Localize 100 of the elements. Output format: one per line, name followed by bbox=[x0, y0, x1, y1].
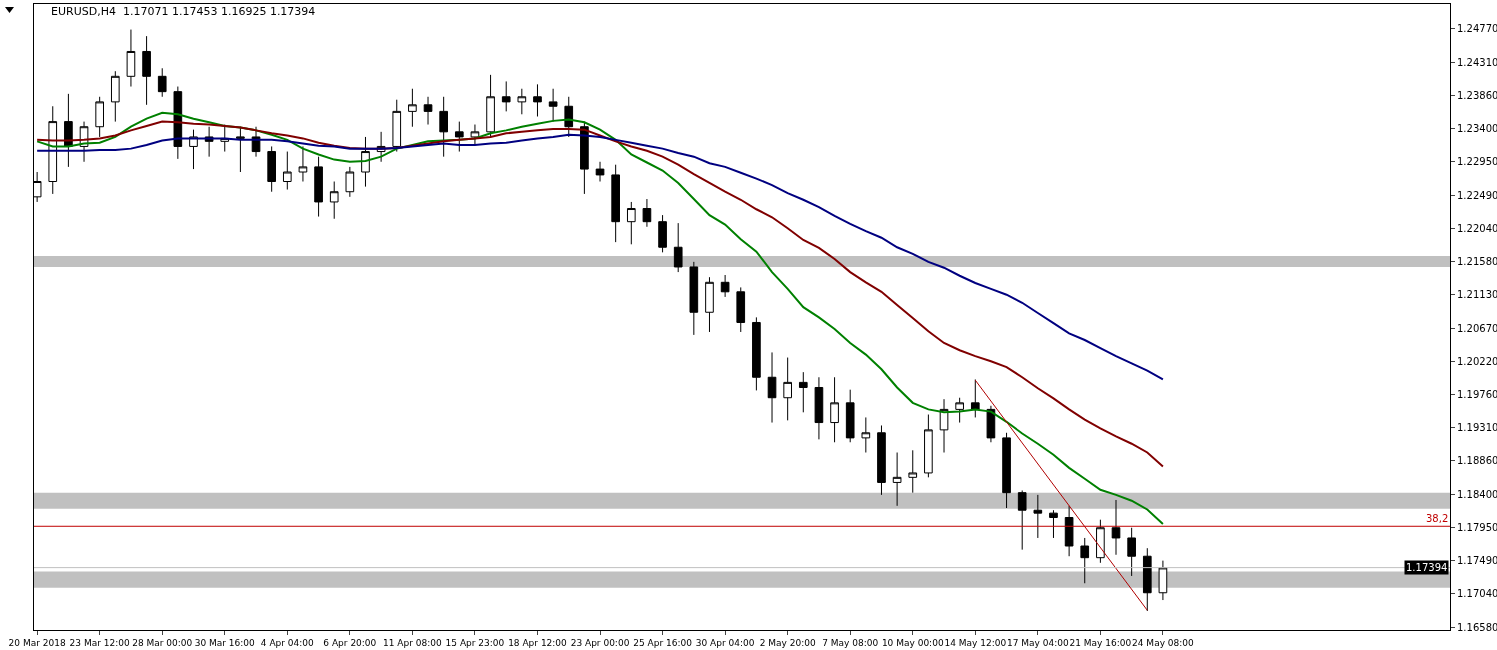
candlestick bbox=[689, 261, 699, 336]
x-tick-label: 17 May 04:00 bbox=[1006, 637, 1069, 648]
candlestick bbox=[564, 96, 574, 138]
candlestick bbox=[157, 67, 167, 98]
candlestick bbox=[48, 105, 58, 195]
candlestick bbox=[267, 145, 276, 193]
candlestick bbox=[752, 316, 761, 391]
candlestick bbox=[470, 124, 480, 146]
x-tick-label: 4 Apr 04:00 bbox=[260, 637, 315, 648]
chart-title: EURUSD,H4 1.17071 1.17453 1.16925 1.17394 bbox=[51, 4, 316, 18]
x-tick-label: 30 Mar 16:00 bbox=[194, 637, 256, 648]
x-tick-label: 28 Mar 00:00 bbox=[132, 637, 193, 648]
x-tick-label: 20 Mar 2018 bbox=[8, 637, 66, 648]
candlestick bbox=[924, 414, 933, 478]
candlestick bbox=[611, 164, 620, 243]
y-tick-label: 1.18400 bbox=[1457, 488, 1497, 500]
x-tick-label: 6 Apr 20:00 bbox=[323, 637, 377, 648]
candlestick bbox=[501, 80, 511, 112]
candlestick bbox=[1158, 560, 1168, 601]
candlestick bbox=[236, 126, 245, 173]
x-tick-label: 23 Apr 00:00 bbox=[570, 637, 630, 648]
x-tick-label: 25 Apr 16:00 bbox=[633, 637, 693, 648]
y-tick-label: 1.24770 bbox=[1457, 23, 1497, 35]
candlestick bbox=[986, 405, 996, 443]
candlestick bbox=[955, 397, 964, 424]
x-tick-label: 18 Apr 12:00 bbox=[508, 637, 568, 648]
y-tick-label: 1.21580 bbox=[1457, 256, 1497, 268]
x-tick-label: 24 May 08:00 bbox=[1132, 637, 1195, 648]
y-tick-label: 1.20220 bbox=[1457, 355, 1497, 367]
y-tick-label: 1.23860 bbox=[1457, 89, 1497, 101]
line-series bbox=[36, 120, 1164, 468]
candlestick bbox=[454, 121, 464, 153]
candlestick bbox=[533, 83, 542, 117]
candlestick bbox=[439, 96, 448, 158]
candlestick bbox=[1127, 527, 1136, 577]
candlestick bbox=[658, 214, 667, 253]
candlestick bbox=[626, 201, 636, 245]
candlestick bbox=[142, 35, 151, 106]
candlestick bbox=[1142, 547, 1152, 612]
candlestick bbox=[1002, 432, 1011, 509]
y-tick-label: 1.20670 bbox=[1457, 322, 1497, 334]
candlestick bbox=[970, 378, 980, 418]
candlestick bbox=[392, 99, 402, 153]
candlestick bbox=[486, 74, 495, 138]
x-tick-label: 7 May 08:00 bbox=[822, 637, 879, 648]
y-tick-label: 1.22490 bbox=[1457, 189, 1497, 201]
y-tick-label: 1.16580 bbox=[1457, 621, 1497, 633]
y-tick-label: 1.22040 bbox=[1457, 222, 1497, 234]
y-tick-label: 1.17490 bbox=[1457, 555, 1497, 567]
candlestick bbox=[767, 351, 777, 424]
y-tick-label: 1.19760 bbox=[1457, 389, 1497, 401]
y-tick-label: 1.18860 bbox=[1457, 455, 1497, 467]
annotation: 38,2 bbox=[1426, 513, 1449, 524]
candlestick bbox=[814, 376, 824, 440]
candlestick bbox=[892, 452, 902, 507]
candlestick bbox=[1049, 509, 1058, 539]
candlestick bbox=[830, 376, 839, 443]
y-tick-label: 1.21130 bbox=[1457, 289, 1497, 301]
candlestick bbox=[110, 70, 120, 123]
candlestick bbox=[345, 166, 355, 198]
candlestick bbox=[1033, 494, 1043, 539]
line-series bbox=[36, 111, 1164, 526]
candlestick bbox=[314, 156, 323, 218]
candlestick bbox=[329, 181, 339, 220]
candlestick bbox=[908, 449, 918, 494]
x-tick-label: 10 May 00:00 bbox=[881, 637, 944, 648]
candlestick bbox=[298, 145, 308, 182]
x-tick-label: 2 May 20:00 bbox=[759, 637, 816, 648]
candlestick bbox=[1017, 489, 1027, 551]
candlestick bbox=[1064, 505, 1074, 557]
candlestick bbox=[1111, 499, 1121, 556]
candlestick bbox=[595, 161, 605, 182]
line-series bbox=[36, 133, 1164, 381]
candlestick bbox=[720, 274, 730, 298]
candlestick bbox=[861, 416, 871, 453]
ref-line-label: 1.17394 bbox=[1406, 562, 1448, 573]
candlestick bbox=[1080, 537, 1090, 584]
y-tick-label: 1.23400 bbox=[1457, 123, 1497, 135]
candlestick bbox=[282, 151, 292, 191]
y-tick-label: 1.24310 bbox=[1457, 56, 1497, 68]
y-tick-label: 1.17950 bbox=[1457, 521, 1497, 533]
x-tick-label: 11 Apr 08:00 bbox=[383, 637, 442, 648]
candlestick bbox=[408, 88, 417, 128]
candlestick bbox=[783, 357, 792, 421]
candlestick bbox=[877, 424, 886, 496]
x-tick-label: 30 Apr 04:00 bbox=[695, 637, 755, 648]
candlestick bbox=[126, 29, 136, 88]
candlestick bbox=[95, 96, 104, 138]
candlestick bbox=[548, 88, 558, 123]
candlestick bbox=[705, 276, 714, 333]
candlestick bbox=[580, 121, 589, 195]
candlestick bbox=[1096, 519, 1105, 564]
y-tick-label: 1.22950 bbox=[1457, 156, 1497, 168]
y-tick-label: 1.17040 bbox=[1457, 587, 1497, 599]
candlestick bbox=[736, 286, 746, 333]
x-tick-label: 15 Apr 23:00 bbox=[445, 637, 505, 648]
candlestick bbox=[673, 222, 683, 273]
candlestick bbox=[939, 398, 949, 453]
candlestick bbox=[845, 389, 855, 443]
candlestick bbox=[361, 136, 370, 188]
